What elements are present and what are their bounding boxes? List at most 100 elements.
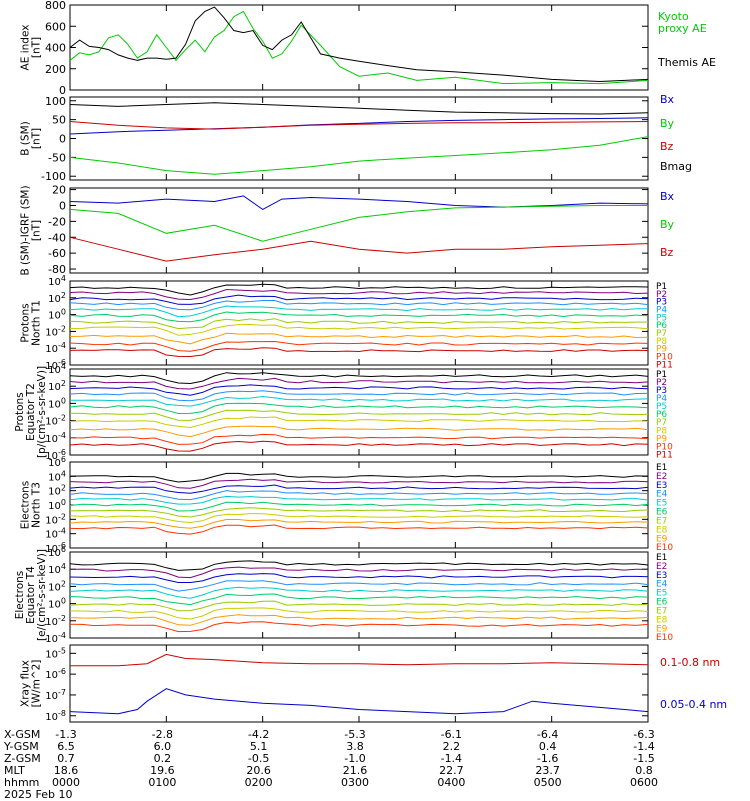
panel-5-series-p10 bbox=[69, 433, 649, 445]
panel-5-series-p9 bbox=[69, 425, 649, 438]
panel-5-legend-p9: P9 bbox=[656, 434, 667, 444]
panel-6-ytick-label: 106 bbox=[48, 455, 66, 469]
panel-5-series-p2 bbox=[69, 377, 649, 390]
panel-4-series-p5 bbox=[69, 305, 649, 318]
panel-1-legend-kyoto-proxy-ae: proxy AE bbox=[658, 22, 707, 35]
panel-4-legend-p3: P3 bbox=[656, 298, 667, 308]
panel-4-legend-p9: P9 bbox=[656, 345, 667, 355]
panel-7-legend-e6: E6 bbox=[656, 598, 668, 608]
panel-4-series-p6 bbox=[69, 311, 649, 323]
panel-6-legend-e8: E8 bbox=[656, 525, 668, 535]
ephemeris-value: 21.6 bbox=[343, 764, 368, 777]
panel-6-legend-e6: E6 bbox=[656, 508, 668, 518]
panel-6-legend-e1: E1 bbox=[656, 463, 667, 473]
panel-7-series-e4 bbox=[69, 580, 649, 592]
panel-2-ytick-label: 50 bbox=[52, 114, 66, 127]
panel-6-series-e6 bbox=[69, 501, 649, 512]
ephemeris-value: 3.8 bbox=[346, 740, 364, 753]
panel-8-legend-short: 0.05-0.4 nm bbox=[660, 698, 727, 711]
ephemeris-value: -1.4 bbox=[633, 740, 654, 753]
panel-4-series-p7 bbox=[69, 318, 649, 330]
panel-7-series-e5 bbox=[69, 586, 649, 599]
panel-3-ytick-label: 0 bbox=[59, 199, 66, 212]
panel-4-ytick-label: 102 bbox=[48, 291, 66, 305]
panel-7-ytick-label: 10-2 bbox=[45, 614, 66, 628]
ephemeris-value: 0000 bbox=[52, 776, 80, 789]
panel-5-series-p11 bbox=[69, 440, 649, 452]
panel-5-series-p8 bbox=[69, 416, 649, 429]
panel-1-frame bbox=[69, 4, 649, 91]
panel-6-series-e5 bbox=[69, 495, 649, 505]
ephemeris-value: 18.6 bbox=[54, 764, 79, 777]
panel-1-ytick-label: 0 bbox=[59, 84, 66, 97]
date-label: 2025 Feb 10 bbox=[4, 788, 73, 801]
panel-2-ytick-label: -50 bbox=[48, 151, 66, 164]
panel-5-legend-p1: P1 bbox=[656, 370, 667, 380]
ephemeris-value: 20.6 bbox=[246, 764, 271, 777]
panel-6-series-e3 bbox=[69, 484, 649, 494]
ephemeris-value: 0.2 bbox=[154, 752, 172, 765]
ephemeris-label-mlt: MLT bbox=[4, 764, 25, 777]
panel-6-legend-e4: E4 bbox=[656, 490, 668, 500]
ephemeris-label-z-gsm: Z-GSM bbox=[4, 752, 41, 765]
panel-6-series-e8 bbox=[69, 513, 649, 524]
panel-6-ytick-label: 100 bbox=[48, 498, 66, 512]
ephemeris-value: 0400 bbox=[437, 776, 465, 789]
panel-5-legend-p4: P4 bbox=[656, 394, 667, 404]
ephemeris-value: 0.4 bbox=[539, 740, 557, 753]
panel-3-ytick-label: -20 bbox=[48, 215, 66, 228]
panel-7-legend-e5: E5 bbox=[656, 589, 667, 599]
ephemeris-value: -0.5 bbox=[248, 752, 269, 765]
panel-2-frame bbox=[69, 96, 649, 181]
panel-6-ytick-label: 102 bbox=[48, 484, 66, 498]
panel-6-legend-e10: E10 bbox=[656, 543, 673, 553]
panel-5-legend-p5: P5 bbox=[656, 402, 667, 412]
panel-4-legend-p4: P4 bbox=[656, 306, 667, 316]
panel-4-legend-p6: P6 bbox=[656, 321, 667, 331]
panel-4-series-p2 bbox=[69, 288, 649, 301]
panel-6-legend-e9: E9 bbox=[656, 534, 668, 544]
ephemeris-value: 19.6 bbox=[150, 764, 175, 777]
panel-5-series-p1 bbox=[69, 372, 649, 385]
panel-4-series-p9 bbox=[69, 332, 649, 345]
panel-7-series-e9 bbox=[69, 614, 649, 626]
panel-3-legend-bx: Bx bbox=[660, 190, 675, 203]
ephemeris-value: 0100 bbox=[148, 776, 176, 789]
panel-2-ylabel: B (SM) bbox=[20, 121, 32, 155]
ephemeris-value: -2.8 bbox=[152, 728, 173, 741]
panel-3-ylabel: B (SM)-IGRF (SM) bbox=[20, 185, 32, 275]
panel-5-legend-p6: P6 bbox=[656, 410, 667, 420]
panel-7-series-e7 bbox=[69, 600, 649, 612]
panel-5-series-p4 bbox=[69, 390, 649, 402]
panel-4-series-p10 bbox=[69, 340, 649, 352]
panel-8-ylabel: [W/m^2] bbox=[31, 660, 43, 708]
ephemeris-value: 22.7 bbox=[439, 764, 464, 777]
panel-4-ytick-label: 104 bbox=[48, 274, 66, 288]
panel-3-ytick-label: 20 bbox=[52, 184, 66, 197]
panel-4-legend-p1: P1 bbox=[656, 282, 667, 292]
panel-2-legend-bx: Bx bbox=[660, 93, 675, 106]
panel-1-legend-themis-ae: Themis AE bbox=[657, 56, 716, 69]
panel-7-series-e6 bbox=[69, 593, 649, 606]
panel-3-ytick-label: -40 bbox=[48, 231, 66, 244]
ephemeris-value: 0500 bbox=[534, 776, 562, 789]
panel-8-ytick-label: 10-7 bbox=[45, 688, 66, 702]
panel-3-series-by bbox=[69, 205, 648, 242]
panel-5-ylabel: Equator T2 bbox=[25, 383, 37, 441]
panel-3-legend-bz: Bz bbox=[660, 246, 674, 259]
ephemeris-value: -1.0 bbox=[344, 752, 365, 765]
panel-8-frame bbox=[69, 644, 649, 723]
panel-7-ytick-label: 100 bbox=[48, 597, 66, 611]
ephemeris-value: -1.6 bbox=[537, 752, 558, 765]
panel-4-series-p1 bbox=[69, 283, 649, 296]
panel-3-ytick-label: -60 bbox=[48, 247, 66, 260]
panel-7-series-e10 bbox=[69, 621, 649, 633]
panel-3-series-bz bbox=[69, 236, 649, 262]
panel-3-legend-by: By bbox=[660, 218, 675, 231]
ephemeris-label-hhmm: hhmm bbox=[4, 776, 40, 789]
panel-8-ytick-label: 10-8 bbox=[45, 709, 66, 723]
panel-5-ylabel: Protons bbox=[14, 392, 26, 431]
panel-2-legend-by: By bbox=[660, 117, 675, 130]
panel-5-ytick-label: 102 bbox=[48, 379, 66, 393]
